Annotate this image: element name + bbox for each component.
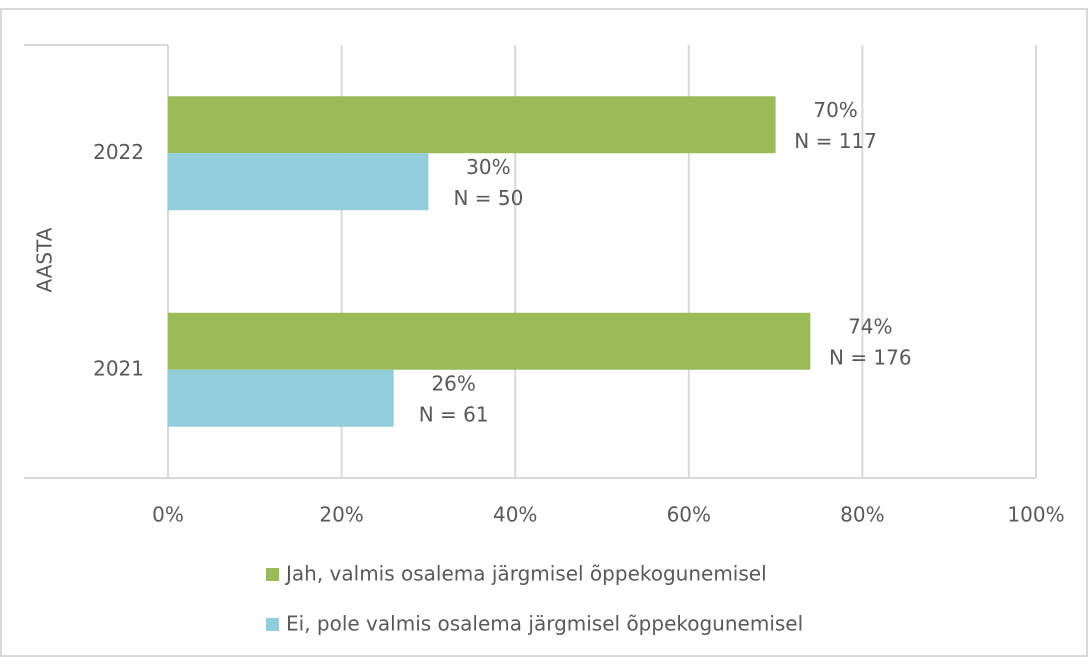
legend-swatch <box>266 618 279 631</box>
y-axis-label: AASTA <box>33 227 57 292</box>
count-label: N = 176 <box>829 345 912 369</box>
bar <box>168 96 776 154</box>
y-tick-label: 2022 <box>93 140 144 164</box>
x-tick-label: 20% <box>319 503 363 527</box>
count-label: N = 117 <box>794 129 877 153</box>
data-label: 74% <box>848 314 892 338</box>
x-tick-label: 80% <box>840 503 884 527</box>
legend-label: Jah, valmis osalema järgmisel õppekogune… <box>284 562 767 586</box>
x-tick-label: 60% <box>667 503 711 527</box>
count-label: N = 61 <box>419 402 489 426</box>
bar <box>168 369 394 427</box>
y-tick-label: 2021 <box>93 356 144 380</box>
count-label: N = 50 <box>453 186 523 210</box>
legend-label: Ei, pole valmis osalema järgmisel õppeko… <box>286 612 803 636</box>
bar <box>168 312 811 370</box>
data-label: 26% <box>431 371 475 395</box>
x-tick-label: 100% <box>1007 503 1064 527</box>
data-label: 70% <box>813 98 857 122</box>
data-label: 30% <box>466 155 510 179</box>
x-tick-label: 40% <box>493 503 537 527</box>
x-tick-label: 0% <box>152 503 184 527</box>
legend-swatch <box>266 568 279 581</box>
bar <box>168 153 429 211</box>
